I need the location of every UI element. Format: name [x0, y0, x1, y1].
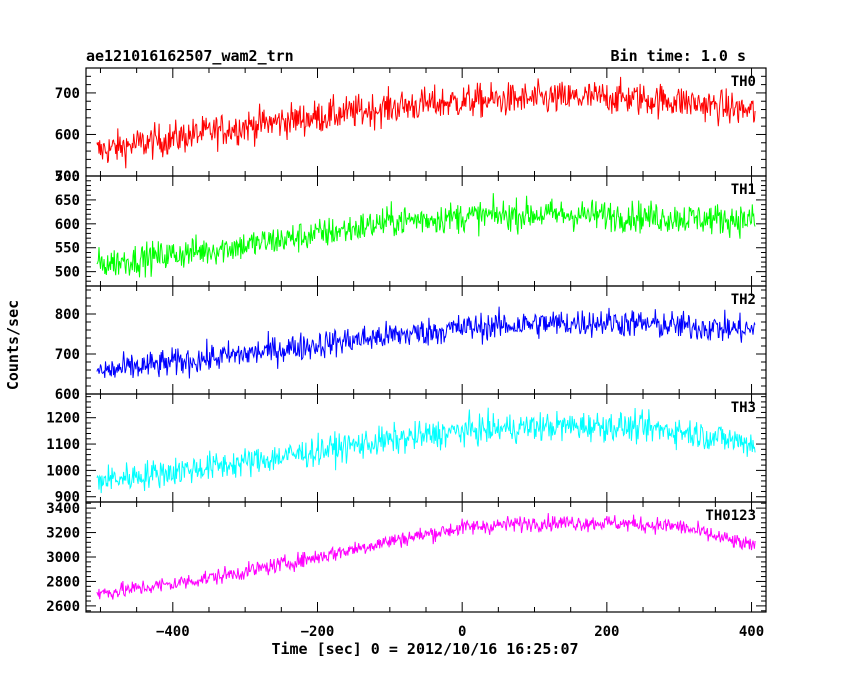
x-tick-label: −200 [301, 624, 335, 640]
x-axis-label: Time [sec] 0 = 2012/10/16 16:25:07 [271, 640, 578, 658]
x-tick-label: −400 [156, 624, 190, 640]
panel-label: TH2 [731, 292, 756, 308]
series-th3 [96, 407, 756, 494]
panel-th3: 900 1000 1100 1200 TH3 [46, 393, 767, 506]
panel-label: TH3 [731, 400, 756, 416]
series-th1 [96, 193, 756, 278]
x-tick-label: 0 [458, 624, 466, 640]
y-tick-label: 550 [55, 241, 80, 257]
y-tick-label: 3200 [46, 526, 80, 542]
panel-th1: 500 550 600 650 700 TH1 [55, 169, 767, 287]
y-tick-label: 700 [55, 347, 80, 363]
panel-frame [85, 393, 767, 503]
panel-label: TH0 [731, 74, 756, 90]
panel-frame [85, 501, 767, 613]
panel-th2: 600 700 800 TH2 [55, 285, 767, 403]
y-tick-label: 1200 [46, 411, 80, 427]
x-axis: −400 −200 0 200 400 [156, 624, 764, 640]
y-tick-label: 600 [55, 217, 80, 233]
panel-frame [85, 175, 767, 287]
y-tick-label: 600 [55, 127, 80, 143]
y-tick-label: 600 [55, 387, 80, 403]
bin-time-label: Bin time: 1.0 s [611, 47, 746, 65]
panel-label: TH1 [731, 182, 756, 198]
y-tick-label: 650 [55, 193, 80, 209]
y-tick-label: 3400 [46, 501, 80, 517]
series-th2 [96, 306, 756, 379]
panel-th0123: 2600 2800 3000 3200 3400 TH0123 [46, 501, 767, 615]
panel-frame [85, 67, 767, 177]
y-tick-label: 700 [55, 169, 80, 185]
y-tick-label: 500 [55, 169, 80, 185]
x-tick-label: 400 [739, 624, 764, 640]
y-tick-label: 1000 [46, 463, 80, 479]
y-tick-label: 800 [55, 307, 80, 323]
y-axis-label: Counts/sec [4, 300, 22, 390]
panel-th0: 500 600 700 TH0 [55, 67, 767, 185]
chart-title: ae121016162507_wam2_trn [86, 47, 294, 65]
series-th0123 [96, 513, 756, 600]
y-tick-label: 700 [55, 86, 80, 102]
y-tick-label: 2600 [46, 599, 80, 615]
panel-label: TH0123 [705, 508, 756, 524]
panels: 500 600 700 TH0 500 550 600 650 700 TH1 600 700 800 T… [46, 67, 767, 615]
y-tick-label: 1100 [46, 437, 80, 453]
y-tick-label: 2800 [46, 574, 80, 590]
y-tick-label: 500 [55, 265, 80, 281]
series-th0 [96, 76, 756, 169]
x-tick-label: 200 [594, 624, 619, 640]
y-tick-label: 3000 [46, 550, 80, 566]
y-tick-label: 900 [55, 490, 80, 506]
